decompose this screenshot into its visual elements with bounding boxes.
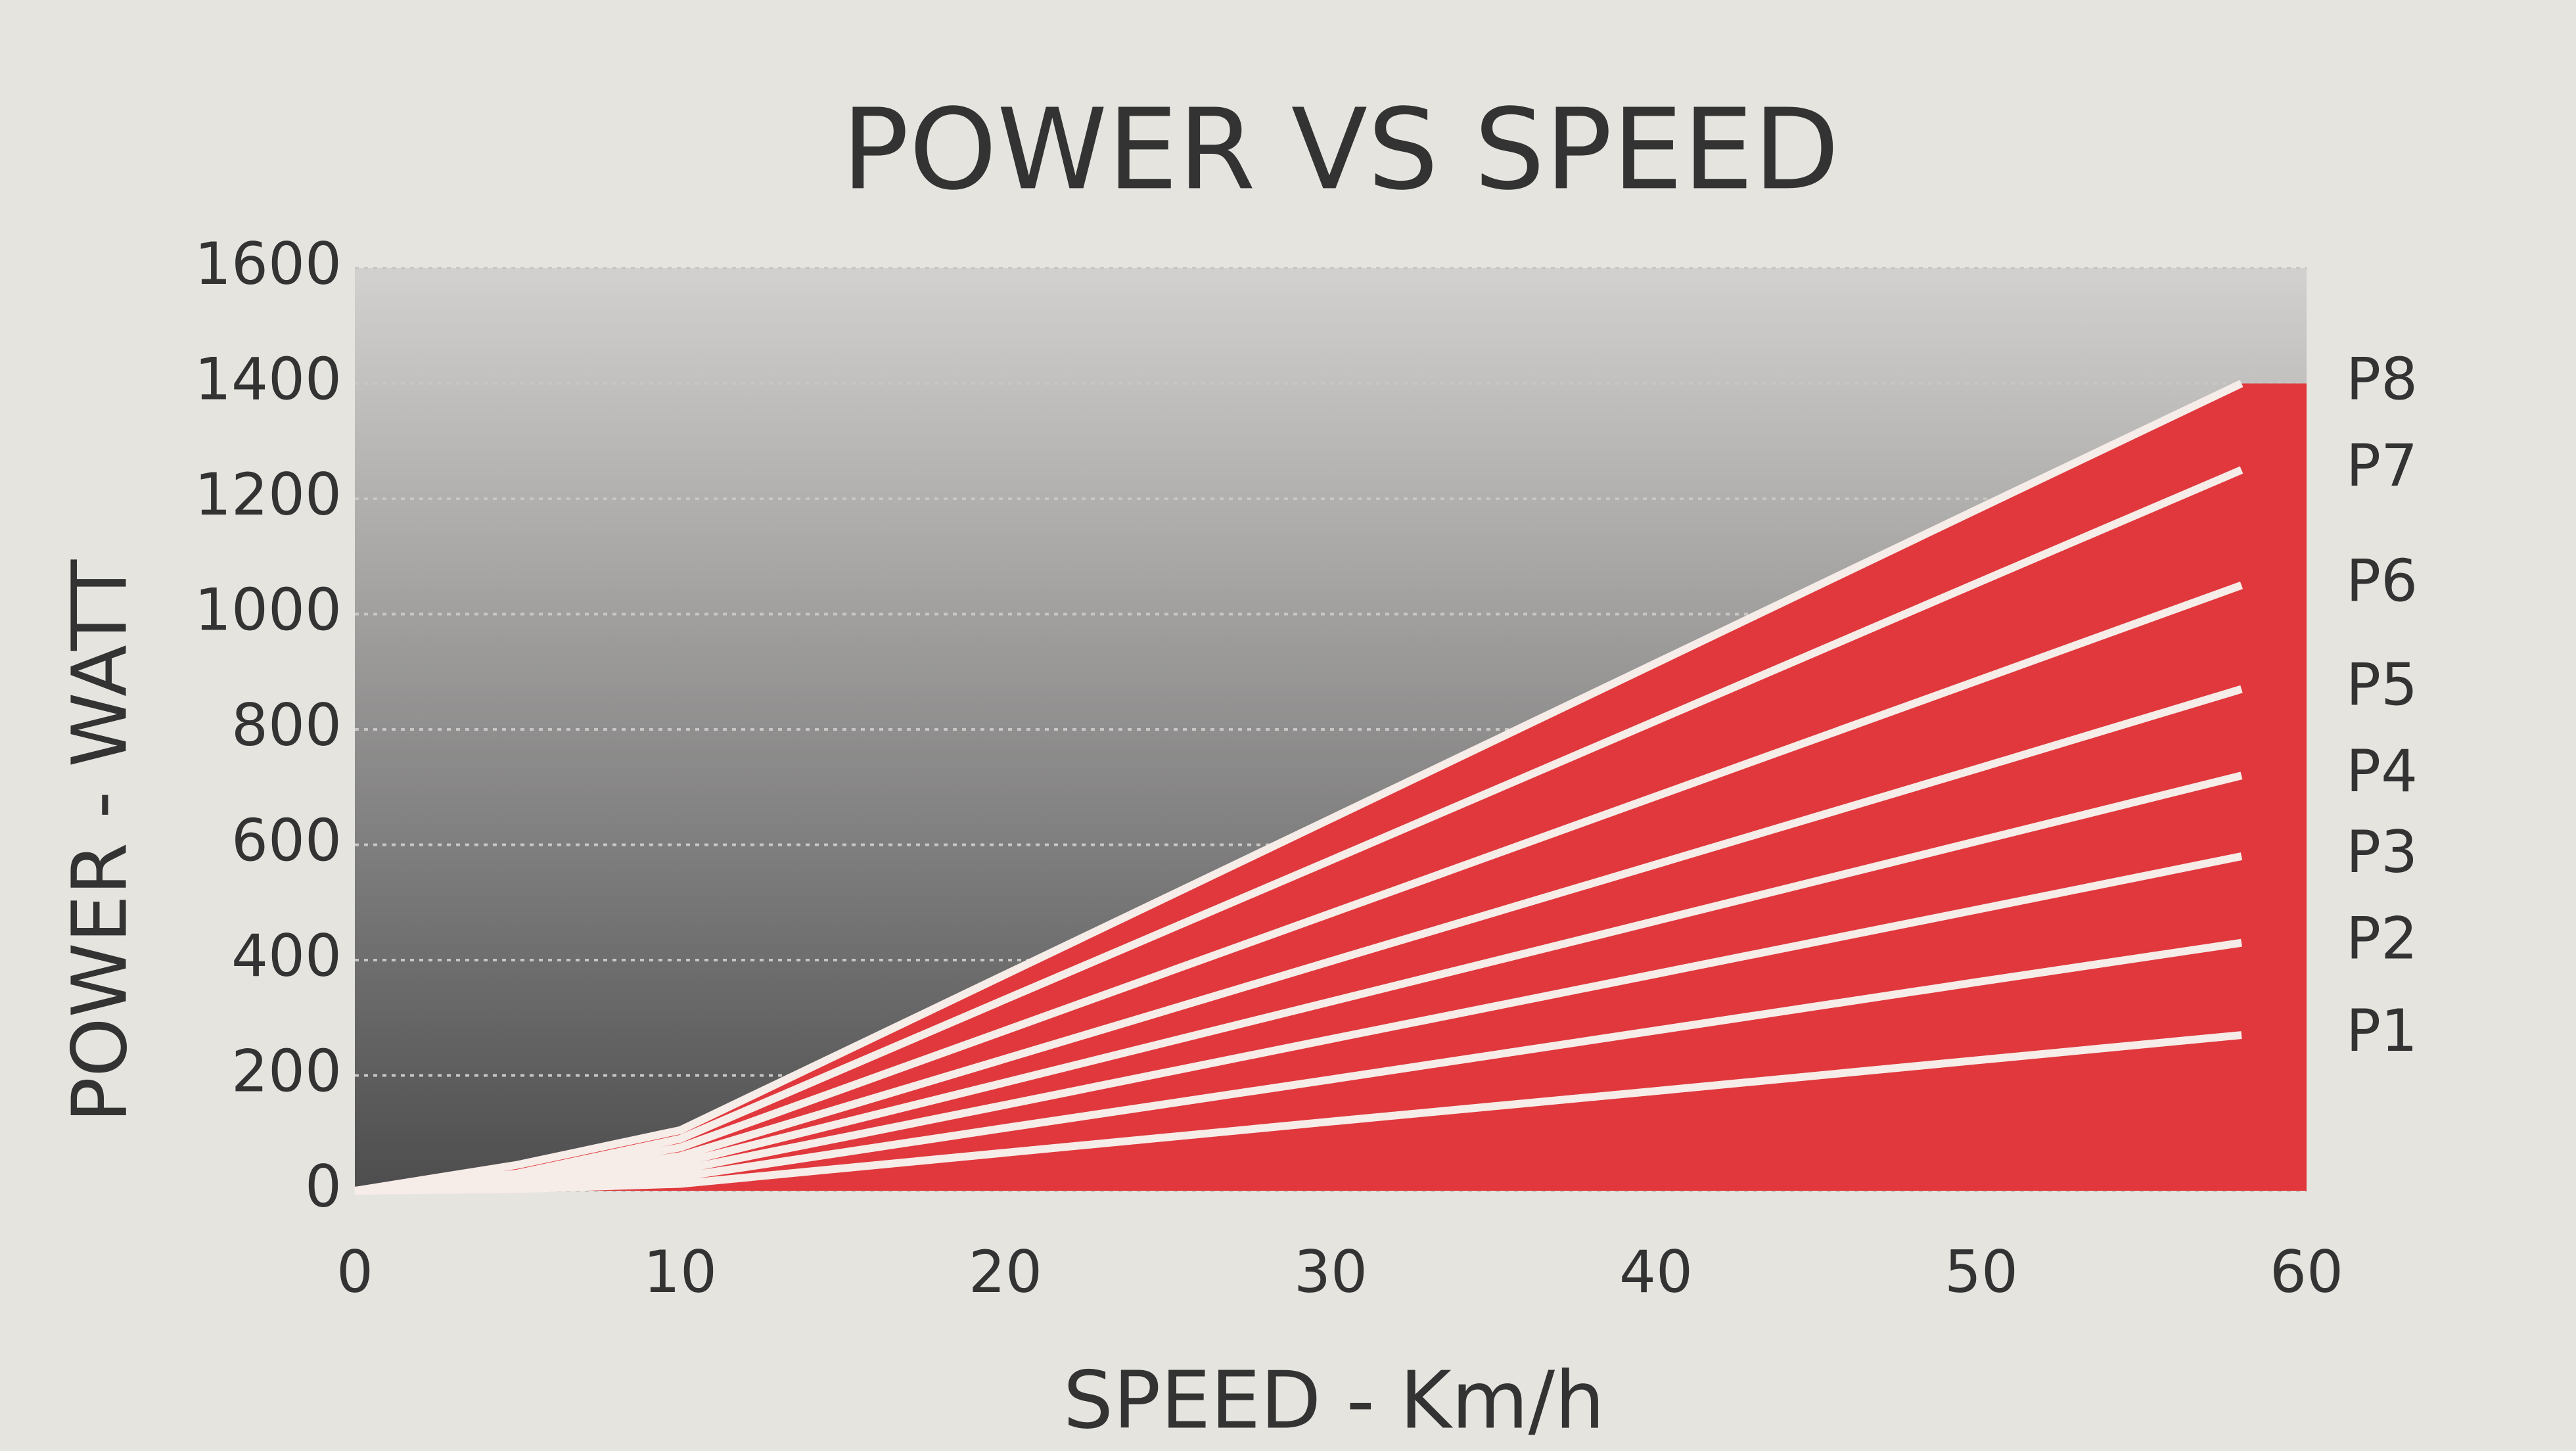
- series-label: P5: [2346, 651, 2418, 718]
- series-label: P6: [2346, 547, 2418, 615]
- y-tick-label: 1400: [195, 345, 342, 413]
- x-tick-label: 20: [969, 1238, 1042, 1306]
- y-tick-label: 1600: [195, 230, 342, 298]
- series-label: P7: [2346, 432, 2418, 499]
- y-axis-label: POWER - WATT: [57, 559, 145, 1122]
- series-label: P2: [2346, 905, 2418, 973]
- series-line: [354, 380, 2243, 1195]
- x-tick-label: 40: [1619, 1238, 1693, 1306]
- y-tick-label: 800: [231, 691, 342, 759]
- x-tick-label: 60: [2270, 1238, 2343, 1306]
- x-tick-label: 50: [1944, 1238, 2018, 1306]
- y-tick-label: 200: [231, 1037, 342, 1105]
- series-label: P3: [2346, 818, 2418, 886]
- x-tick-label: 10: [643, 1238, 717, 1306]
- y-tick-label: 400: [231, 922, 342, 990]
- x-axis-label: SPEED - Km/h: [1063, 1356, 1605, 1447]
- x-tick-label: 30: [1294, 1238, 1368, 1306]
- series-label: P4: [2346, 737, 2418, 805]
- y-tick-label: 1200: [195, 461, 342, 528]
- y-tick-label: 0: [305, 1153, 342, 1220]
- y-tick-label: 600: [231, 806, 342, 874]
- x-tick-label: 0: [336, 1238, 373, 1306]
- series-label: P1: [2346, 997, 2418, 1065]
- y-tick-label: 1000: [195, 576, 342, 643]
- series-label: P8: [2346, 345, 2418, 413]
- chart-title: POWER VS SPEED: [842, 85, 1839, 215]
- series-line: [354, 466, 2243, 1195]
